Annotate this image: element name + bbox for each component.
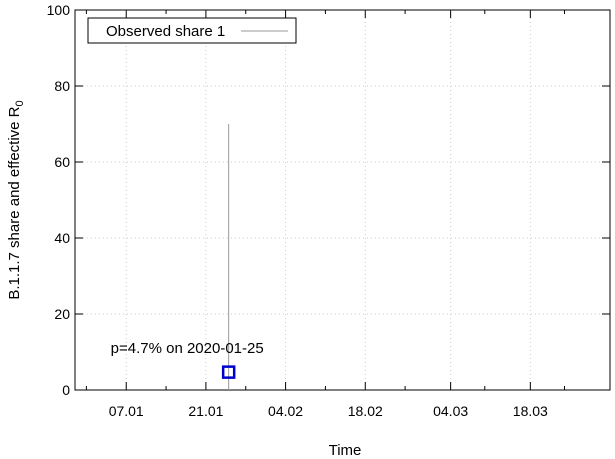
x-axis-ticks: 07.01 21.01 04.02 18.02 04.03 18.03 <box>85 10 565 419</box>
plot-area <box>74 9 611 391</box>
legend-entry-label: Observed share 1 <box>106 23 225 40</box>
y-tick-label: 60 <box>54 154 70 170</box>
y-tick-label: 0 <box>62 382 70 398</box>
y-tick-label: 40 <box>54 230 70 246</box>
y-axis-ticks: 0 20 40 60 80 100 <box>47 2 610 398</box>
y-axis-label-subscript: 0 <box>14 100 26 106</box>
annotations: p=4.7% on 2020-01-25 <box>111 340 264 357</box>
point-annotation: p=4.7% on 2020-01-25 <box>111 340 264 357</box>
x-tick-label: 18.02 <box>348 403 383 419</box>
x-tick-label: 18.03 <box>513 403 548 419</box>
x-axis-label: Time <box>329 442 362 459</box>
y-tick-label: 20 <box>54 306 70 322</box>
y-axis-label-main: B.1.1.7 share and effective R <box>6 106 23 299</box>
data-points <box>221 365 236 379</box>
data-point-marker <box>221 365 236 379</box>
x-tick-label: 07.01 <box>109 403 144 419</box>
x-tick-label: 04.03 <box>433 403 468 419</box>
y-axis-label: B.1.1.7 share and effective R0 <box>6 100 26 299</box>
x-tick-label: 04.02 <box>268 403 303 419</box>
y-tick-label: 100 <box>47 2 71 18</box>
x-tick-label: 21.01 <box>188 403 223 419</box>
y-tick-label: 80 <box>54 78 70 94</box>
legend: Observed share 1 <box>87 17 297 44</box>
gridlines <box>75 10 610 390</box>
